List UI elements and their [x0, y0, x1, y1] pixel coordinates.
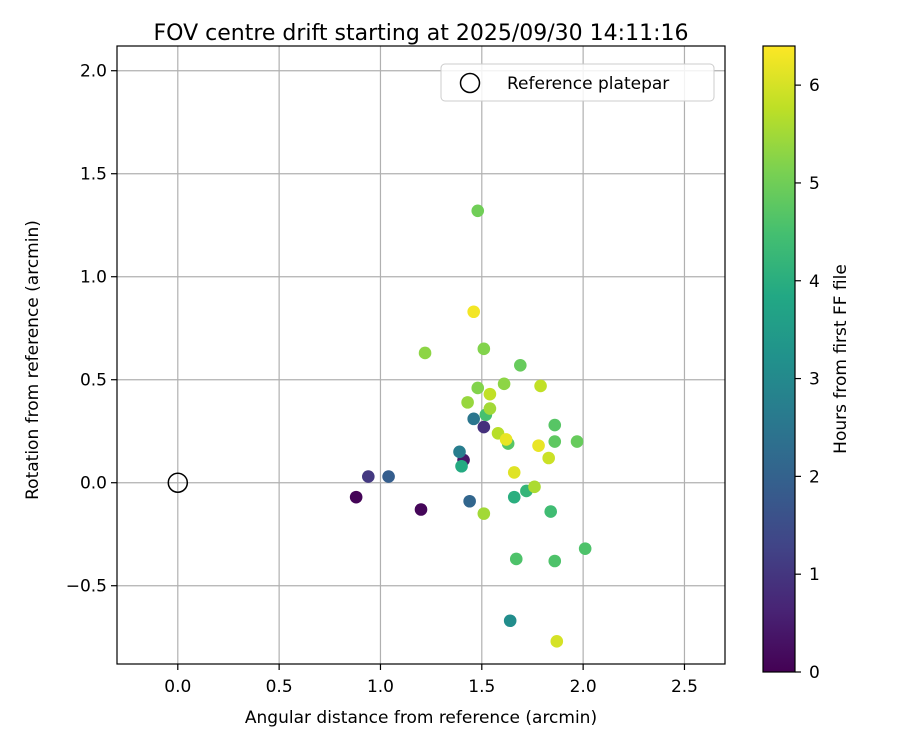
data-point	[477, 342, 491, 356]
scatter-points	[349, 204, 592, 648]
legend-open-circle-icon	[459, 72, 481, 94]
y-tick-label: −0.5	[66, 577, 107, 597]
colorbar-tick-label: 5	[809, 174, 820, 194]
data-point	[362, 470, 375, 483]
data-point	[483, 402, 497, 415]
reference-platepar-marker	[167, 472, 189, 493]
colorbar-frame	[762, 45, 796, 673]
y-axis-label: Rotation from reference (arcmin)	[23, 220, 43, 500]
data-point	[548, 435, 562, 448]
x-axis-ticks: 0.0 0.5 1.0 1.5 2.0 2.5	[164, 664, 698, 697]
data-point	[467, 412, 480, 426]
y-axis-ticks: −0.5 0.0 0.5 1.0 1.5 2.0	[66, 62, 117, 597]
data-point	[528, 480, 541, 494]
data-point	[499, 433, 513, 446]
x-tick-label: 0.5	[266, 677, 293, 697]
data-point	[503, 614, 517, 628]
data-point	[550, 635, 564, 648]
data-point	[461, 396, 474, 409]
data-point	[570, 435, 584, 448]
x-tick-label: 2.0	[570, 677, 597, 697]
y-tick-label: 1.0	[80, 268, 107, 288]
colorbar: 0 1 2 3 4 5 6 Hours from first FF file	[762, 45, 851, 683]
data-point	[418, 346, 432, 360]
data-point	[548, 554, 562, 568]
y-tick-label: 2.0	[80, 62, 107, 82]
data-point	[534, 379, 547, 393]
data-point	[477, 420, 491, 434]
colorbar-tick-label: 1	[809, 565, 820, 585]
chart-title: FOV centre drift starting at 2025/09/30 …	[154, 21, 689, 46]
data-point	[455, 459, 468, 473]
data-point	[509, 552, 523, 566]
data-point	[532, 439, 545, 452]
data-point	[497, 377, 511, 391]
data-point	[471, 381, 485, 395]
y-tick-label: 0.5	[80, 371, 107, 391]
x-tick-label: 1.5	[468, 677, 495, 697]
colorbar-ticks: 0 1 2 3 4 5 6	[795, 76, 820, 683]
y-tick-label: 1.5	[80, 165, 107, 185]
axes-frame	[116, 45, 726, 665]
colorbar-label: Hours from first FF file	[831, 264, 851, 454]
colorbar-tick-label: 3	[809, 370, 820, 390]
legend-box	[440, 63, 715, 102]
legend-label: Reference platepar	[507, 74, 669, 94]
colorbar-tick-label: 0	[809, 663, 820, 683]
x-tick-label: 2.5	[671, 677, 698, 697]
data-point	[542, 451, 555, 465]
legend: Reference platepar	[440, 63, 715, 102]
data-point	[453, 445, 466, 459]
data-point	[544, 505, 558, 518]
colorbar-tick-label: 2	[809, 467, 820, 487]
data-point	[507, 490, 521, 504]
data-point	[349, 490, 363, 504]
data-point	[471, 204, 485, 218]
colorbar-tick-label: 4	[809, 272, 820, 292]
colorbar-tick-label: 6	[809, 76, 820, 96]
data-point	[477, 507, 491, 520]
data-point	[463, 494, 476, 508]
data-point	[414, 503, 428, 516]
data-point	[467, 305, 480, 319]
y-tick-label: 0.0	[80, 474, 107, 494]
data-point	[548, 418, 562, 432]
data-point	[382, 470, 395, 483]
x-tick-label: 1.0	[367, 677, 394, 697]
data-point	[483, 387, 497, 401]
grid-lines	[117, 46, 725, 664]
data-point	[514, 359, 527, 372]
x-tick-label: 0.0	[164, 677, 191, 697]
x-axis-label: Angular distance from reference (arcmin)	[245, 708, 597, 728]
data-point	[578, 542, 592, 555]
data-point	[507, 466, 521, 479]
colorbar-gradient	[763, 46, 795, 672]
